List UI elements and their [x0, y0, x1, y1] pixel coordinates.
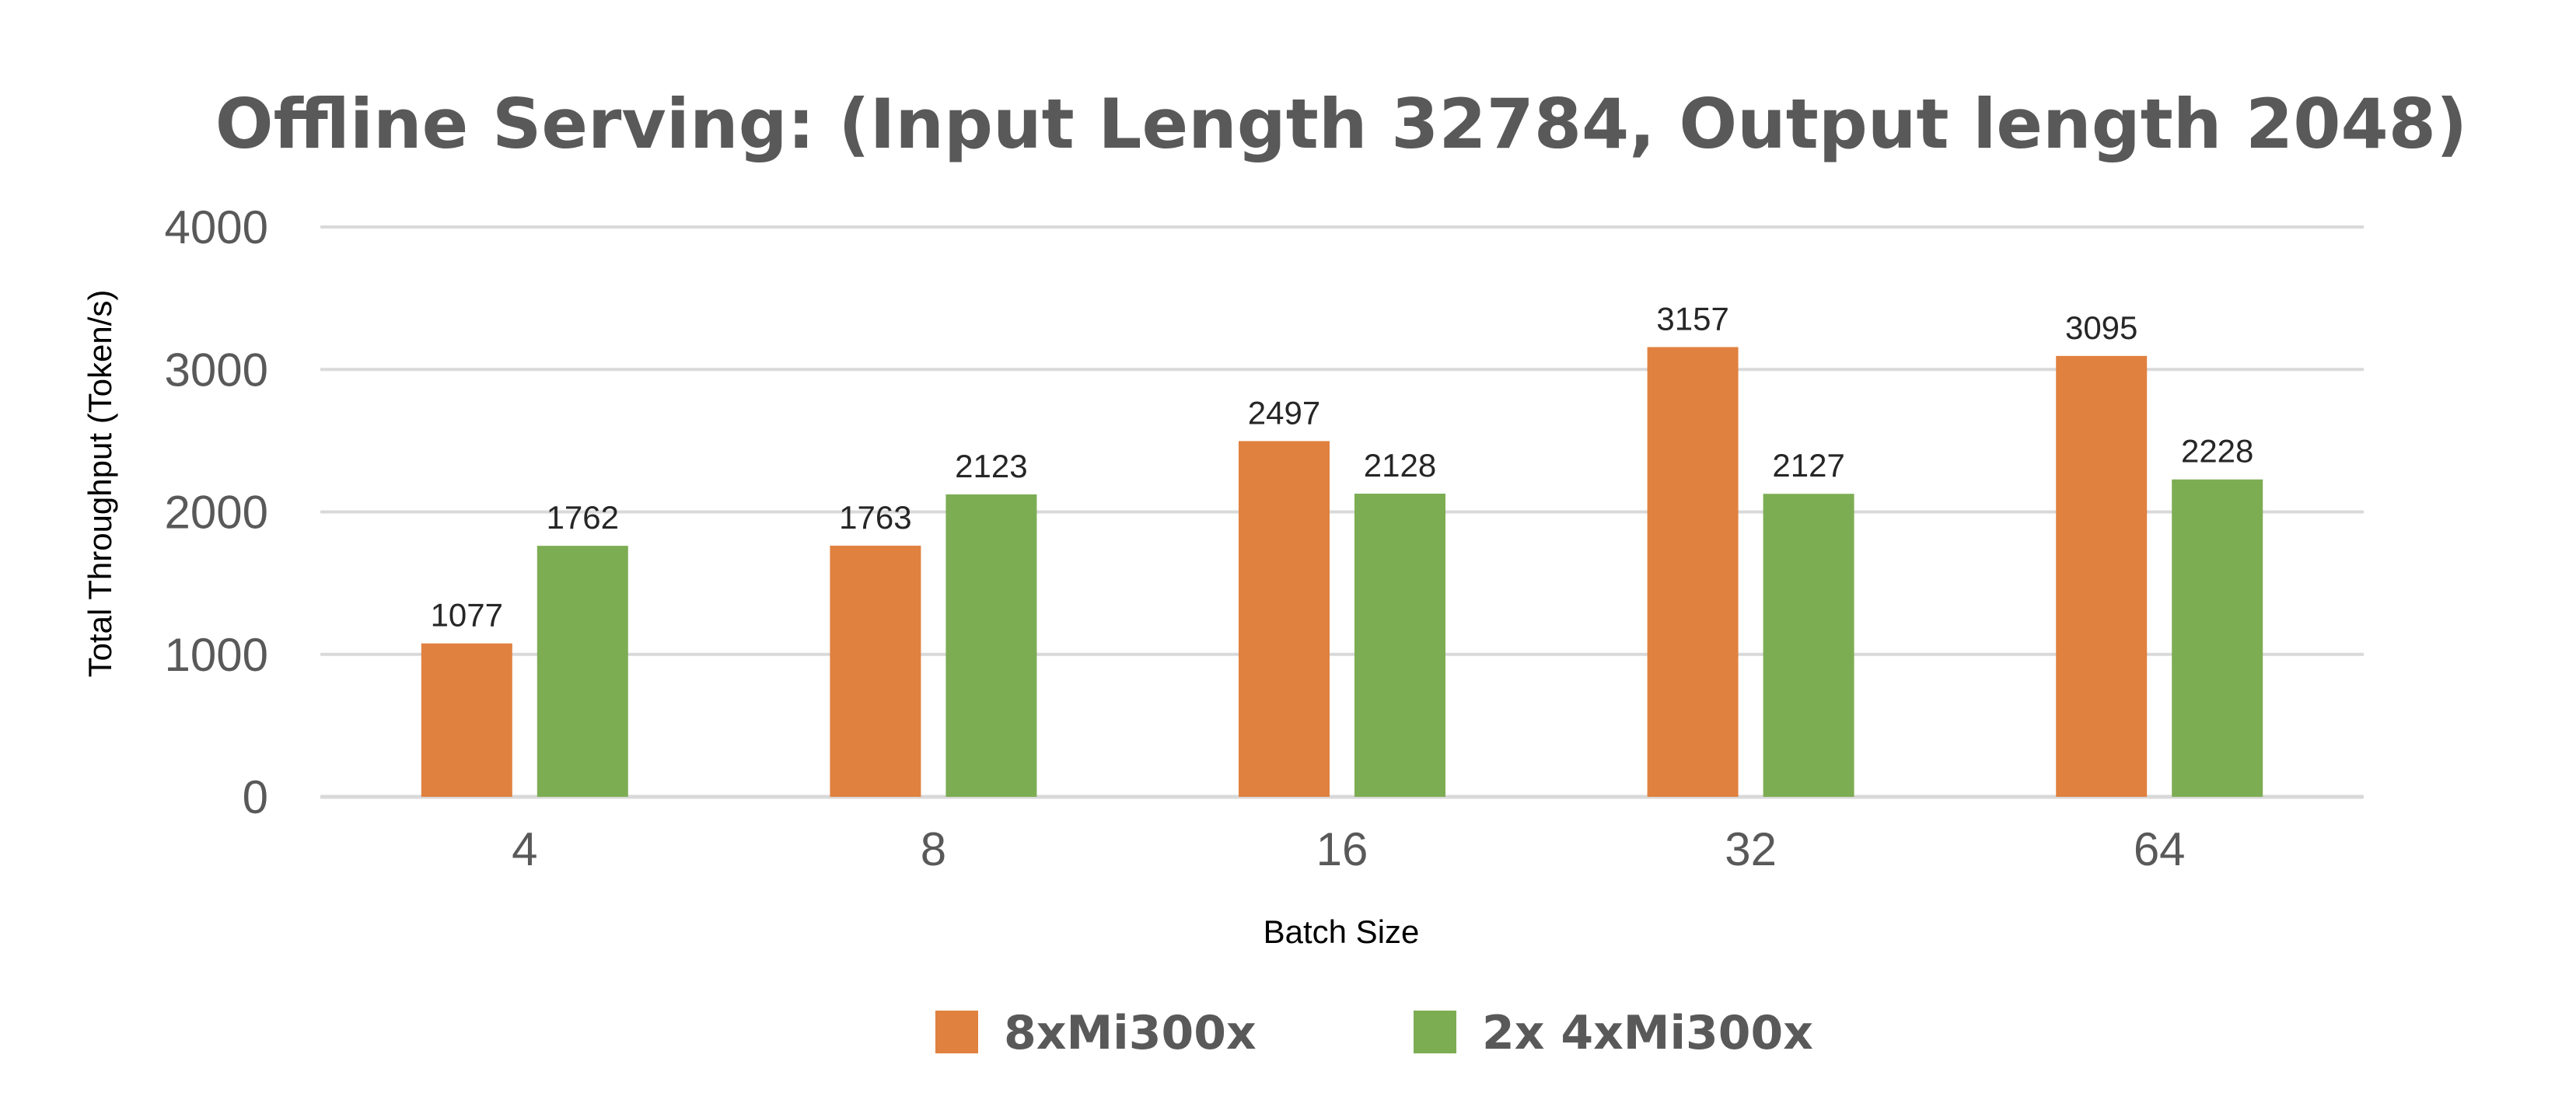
bar-series-1-64 — [2172, 479, 2263, 797]
y-tick-label: 1000 — [165, 629, 268, 681]
data-label: 1077 — [431, 597, 503, 634]
data-label: 2127 — [1772, 447, 1844, 484]
y-axis-label: Total Throughput (Token/s) — [82, 290, 118, 678]
data-label: 2128 — [1364, 447, 1436, 484]
gridlines — [320, 225, 2364, 799]
y-tick-label: 0 — [243, 771, 268, 823]
x-tick-label: 16 — [1316, 823, 1368, 875]
data-label: 2228 — [2181, 433, 2253, 470]
data-label: 2123 — [955, 448, 1027, 484]
data-label: 3095 — [2065, 309, 2137, 346]
bar-series-0-64 — [2056, 355, 2148, 797]
bar-series-1-8 — [945, 494, 1037, 797]
data-label: 2497 — [1248, 394, 1320, 431]
data-label: 3157 — [1656, 300, 1728, 337]
bars — [421, 347, 2263, 797]
bar-series-0-32 — [1647, 347, 1739, 797]
bar-series-1-32 — [1763, 494, 1854, 797]
x-tick-label: 8 — [921, 823, 946, 875]
data-label: 1762 — [547, 499, 619, 536]
chart-title: Offline Serving: (Input Length 32784, Ou… — [215, 84, 2467, 164]
legend-swatch — [935, 1011, 978, 1053]
bar-series-1-4 — [537, 546, 628, 797]
legend-label: 8xMi300x — [1004, 1006, 1257, 1060]
legend-label: 2x 4xMi300x — [1482, 1006, 1813, 1060]
bar-series-0-16 — [1239, 441, 1330, 797]
legend-swatch — [1414, 1011, 1456, 1053]
bar-series-0-8 — [830, 545, 921, 797]
x-tick-label: 4 — [512, 823, 537, 875]
y-tick-label: 3000 — [165, 344, 268, 396]
y-tick-label: 2000 — [165, 487, 268, 539]
x-tick-label: 64 — [2134, 823, 2186, 875]
bar-series-0-4 — [421, 643, 512, 797]
data-labels: 1077 1762 1763 2123 2497 2128 3157 2127 3095 2228 — [431, 300, 2254, 633]
x-axis-label: Batch Size — [1264, 913, 1420, 950]
y-axis-ticks: 0 1000 2000 3000 4000 — [165, 201, 268, 823]
x-axis-ticks: 4 8 16 32 64 — [512, 823, 2185, 875]
legend: 8xMi300x 2x 4xMi300x — [935, 1006, 1813, 1060]
bar-series-1-16 — [1354, 494, 1445, 797]
x-tick-label: 32 — [1725, 823, 1777, 875]
y-tick-label: 4000 — [165, 201, 268, 253]
data-label: 1763 — [839, 499, 911, 536]
